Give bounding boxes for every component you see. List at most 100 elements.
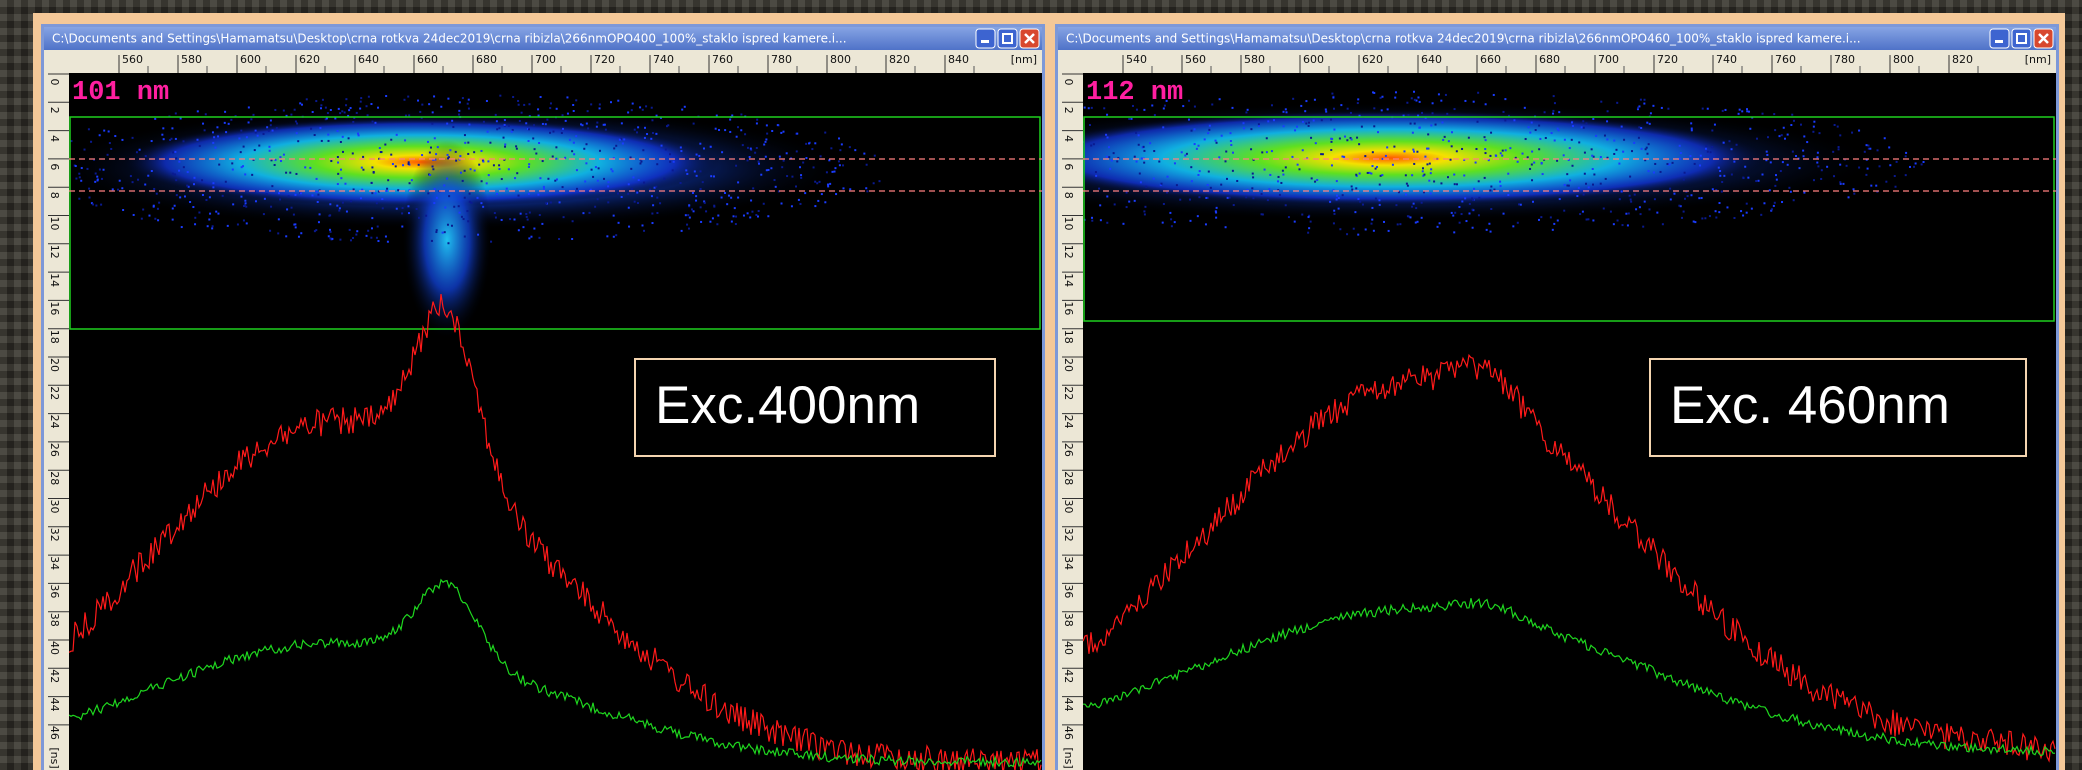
noise-pixel [154,217,157,220]
noise-pixel [606,235,609,238]
noise-pixel [715,114,718,117]
noise-pixel [669,160,672,163]
minimize-button[interactable] [975,28,996,49]
noise-pixel [337,161,340,164]
noise-pixel [1530,163,1533,166]
noise-pixel [1335,180,1338,183]
noise-pixel [1484,103,1487,106]
noise-pixel [1802,149,1805,152]
noise-pixel [1471,226,1474,229]
maximize-button[interactable] [997,28,1018,49]
noise-pixel [551,155,554,158]
noise-pixel [603,123,606,126]
noise-pixel [854,149,857,152]
noise-pixel [463,235,466,238]
noise-pixel [1623,138,1626,141]
noise-pixel [1740,210,1743,213]
noise-pixel [179,196,182,199]
noise-pixel [1394,91,1397,94]
noise-pixel [692,210,695,213]
noise-pixel [1802,155,1805,158]
noise-pixel [1291,155,1294,158]
noise-pixel [1499,152,1502,155]
noise-pixel [754,151,757,154]
noise-pixel [1197,173,1200,176]
noise-pixel [357,134,360,137]
noise-pixel [1501,154,1504,157]
maximize-button[interactable] [2011,28,2032,49]
wavelength-tick-label: 820 [1952,53,1973,66]
noise-pixel [1812,179,1815,182]
noise-pixel [641,224,644,227]
noise-pixel [1335,194,1338,197]
noise-pixel [1310,136,1313,139]
overlay-text: 101 nm [72,78,169,108]
noise-pixel [1215,141,1218,144]
noise-pixel [766,132,769,135]
noise-pixel [709,220,712,223]
noise-pixel [679,181,682,184]
noise-pixel [1391,163,1394,166]
noise-pixel [1416,150,1419,153]
noise-pixel [555,178,558,181]
noise-pixel [1243,127,1246,130]
noise-pixel [90,140,93,143]
noise-pixel [370,103,373,106]
noise-pixel [1531,179,1534,182]
noise-pixel [1355,187,1358,190]
noise-pixel [872,182,875,185]
wavelength-tick-label: 560 [122,53,143,66]
noise-pixel [417,216,420,219]
noise-pixel [447,242,450,245]
noise-pixel [459,155,462,158]
noise-pixel [571,238,574,241]
noise-pixel [1225,150,1228,153]
window-title: C:\Documents and Settings\Hamamatsu\Desk… [52,32,847,46]
noise-pixel [457,113,460,116]
noise-pixel [390,138,393,141]
noise-pixel [1627,212,1630,215]
noise-pixel [463,169,466,172]
noise-pixel [496,128,499,131]
noise-pixel [1308,227,1311,230]
noise-pixel [695,195,698,198]
noise-pixel [1652,104,1655,107]
noise-pixel [1305,122,1308,125]
noise-pixel [1816,156,1819,159]
noise-pixel [1606,110,1609,113]
noise-pixel [1374,197,1377,200]
noise-pixel [1374,167,1377,170]
noise-pixel [656,196,659,199]
noise-pixel [1483,176,1486,179]
noise-pixel [1720,190,1723,193]
noise-pixel [1620,190,1623,193]
noise-pixel [1413,150,1416,153]
noise-pixel [617,99,620,102]
time-tick-label: 14 [48,273,61,287]
noise-pixel [737,196,740,199]
noise-pixel [256,134,259,137]
noise-pixel [171,127,174,130]
noise-pixel [1169,211,1172,214]
noise-pixel [1888,146,1891,149]
time-tick-label: 26 [48,443,61,457]
noise-pixel [202,122,205,125]
left-ruler [44,50,69,770]
noise-pixel [1719,174,1722,177]
noise-pixel [1858,166,1861,169]
minimize-button[interactable] [1989,28,2010,49]
noise-pixel [1489,154,1492,157]
noise-pixel [1690,194,1693,197]
noise-pixel [592,175,595,178]
noise-pixel [1370,222,1373,225]
noise-pixel [224,180,227,183]
noise-pixel [1162,126,1165,129]
noise-pixel [1538,148,1541,151]
noise-pixel [482,205,485,208]
time-tick-label: 24 [48,415,61,429]
noise-pixel [539,177,542,180]
noise-pixel [517,229,520,232]
noise-pixel [196,138,199,141]
noise-pixel [336,183,339,186]
noise-pixel [545,202,548,205]
